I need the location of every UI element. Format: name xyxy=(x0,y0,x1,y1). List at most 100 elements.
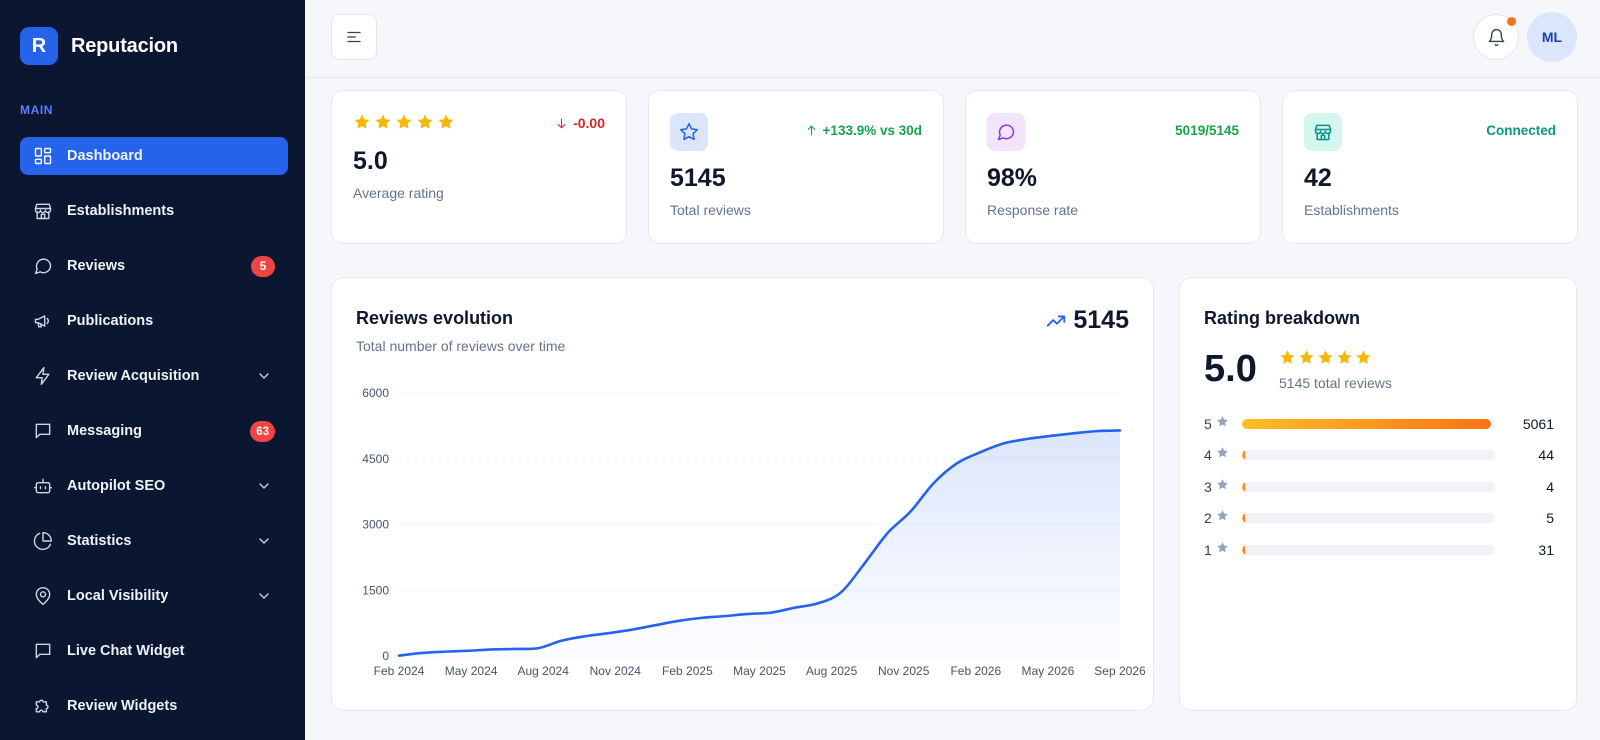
sidebar-item-review-widgets[interactable]: Review Widgets xyxy=(20,687,288,725)
response-rate-card: 5019/5145 98% Response rate xyxy=(965,90,1261,244)
bot-icon xyxy=(33,476,53,496)
sidebar-item-statistics[interactable]: Statistics xyxy=(20,522,288,560)
zap-icon xyxy=(33,366,53,386)
arrow-down-icon xyxy=(557,118,566,128)
reviews-evolution-chart: 0 1500 3000 4500 6000 Feb 2024 May 2024 Aug 202… xyxy=(362,386,1146,678)
brand-logo: R xyxy=(20,27,58,65)
sidebar-item-live-chat-widget[interactable]: Live Chat Widget xyxy=(20,632,288,670)
message-circle-icon xyxy=(987,113,1025,151)
grid-icon xyxy=(33,146,53,166)
star-icon xyxy=(353,113,371,136)
chart-total: 5145 xyxy=(1045,306,1129,335)
store-icon xyxy=(33,201,53,221)
rating-row-bar xyxy=(1242,513,1495,524)
rating-row-count: 5061 xyxy=(1522,415,1554,432)
sidebar-item-label: Dashboard xyxy=(67,148,143,164)
reviews-count-badge: 5 xyxy=(251,256,275,277)
sidebar-item-label: Live Chat Widget xyxy=(67,643,185,659)
rating-row-fill xyxy=(1242,418,1491,429)
total-reviews-value: 5145 xyxy=(670,164,726,192)
sidebar-item-reviews[interactable]: Reviews 5 xyxy=(20,247,288,285)
chevron-down-icon[interactable] xyxy=(256,533,272,549)
sidebar-item-messaging[interactable]: Messaging 63 xyxy=(20,412,288,450)
avatar[interactable]: ML xyxy=(1527,12,1577,62)
sidebar-item-label: Reviews xyxy=(67,258,126,274)
sidebar-item-label: Autopilot SEO xyxy=(67,478,166,494)
x-tick-label: May 2024 xyxy=(445,664,498,678)
rating-delta: -0.00 xyxy=(555,115,605,131)
store-icon xyxy=(1304,113,1342,151)
x-tick-label: May 2026 xyxy=(1022,664,1075,678)
notifications-button[interactable] xyxy=(1473,14,1519,60)
brand-name: Reputacion xyxy=(71,34,178,57)
rating-row-fill xyxy=(1242,450,1245,461)
rating-breakdown-title: Rating breakdown xyxy=(1204,308,1361,328)
brand[interactable]: R Reputacion xyxy=(20,27,178,65)
y-tick-label: 4500 xyxy=(362,452,389,466)
sidebar-item-review-acquisition[interactable]: Review Acquisition xyxy=(20,357,288,395)
star-icon xyxy=(395,113,413,136)
rating-row-stars: 5 xyxy=(1204,415,1212,432)
rating-breakdown-average: 5.0 xyxy=(1204,348,1257,390)
rating-row-bar xyxy=(1242,450,1495,461)
rating-row-count: 44 xyxy=(1538,447,1554,464)
bell-icon xyxy=(1488,28,1504,46)
x-tick-label: Feb 2024 xyxy=(374,664,425,678)
sidebar-item-publications[interactable]: Publications xyxy=(20,302,288,340)
sidebar-item-autopilot-seo[interactable]: Autopilot SEO xyxy=(20,467,288,505)
establishments-label: Establishments xyxy=(1304,202,1399,218)
sidebar-item-label: Publications xyxy=(67,313,154,329)
message-circle-icon xyxy=(33,256,53,276)
rating-row-5: 5 5061 xyxy=(1204,408,1554,440)
y-tick-label: 6000 xyxy=(362,386,389,400)
star-icon xyxy=(1216,509,1230,527)
chevron-down-icon[interactable] xyxy=(256,478,272,494)
sidebar-item-label: Statistics xyxy=(67,533,132,549)
reviews-evolution-card: 0 1500 3000 4500 6000 Feb 2024 May 2024 Aug 202… xyxy=(331,277,1154,711)
sidebar-item-dashboard[interactable]: Dashboard xyxy=(20,137,288,175)
sidebar-item-label: Local Visibility xyxy=(67,588,169,604)
rating-row-1: 1 31 xyxy=(1204,534,1554,566)
x-tick-label: Feb 2026 xyxy=(950,664,1001,678)
star-icon xyxy=(1355,349,1372,371)
message-square-icon xyxy=(33,641,53,661)
trending-up-icon xyxy=(1047,315,1066,326)
establishments-card: Connected 42 Establishments xyxy=(1282,90,1578,244)
chevron-down-icon[interactable] xyxy=(256,368,272,384)
sidebar-item-local-visibility[interactable]: Local Visibility xyxy=(20,577,288,615)
star-icon xyxy=(1216,446,1230,464)
rating-row-count: 4 xyxy=(1546,478,1554,495)
star-icon xyxy=(416,113,434,136)
menu-toggle-button[interactable] xyxy=(331,14,377,60)
reviews-delta-value: +133.9% vs 30d xyxy=(822,123,922,138)
star-outline-icon xyxy=(670,113,708,151)
sidebar-item-label: Review Acquisition xyxy=(67,368,200,384)
pie-chart-icon xyxy=(33,531,53,551)
star-icon xyxy=(1317,349,1334,371)
rating-row-bar xyxy=(1242,418,1495,429)
rating-row-fill xyxy=(1242,481,1245,492)
chevron-down-icon[interactable] xyxy=(256,588,272,604)
rating-row-4: 4 44 xyxy=(1204,440,1554,472)
sidebar-item-label: Establishments xyxy=(67,203,175,219)
series-line xyxy=(397,429,1122,657)
rating-delta-value: -0.00 xyxy=(573,115,605,131)
star-icon xyxy=(1216,478,1230,496)
sidebar-item-label: Review Widgets xyxy=(67,698,178,714)
rating-breakdown-stars xyxy=(1279,349,1372,371)
establishments-value: 42 xyxy=(1304,164,1332,192)
topbar: ML xyxy=(305,0,1600,78)
rating-stars xyxy=(353,113,455,136)
average-rating-card: -0.00 5.0 Average rating xyxy=(331,90,627,244)
sidebar-item-establishments[interactable]: Establishments xyxy=(20,192,288,230)
total-reviews-card: +133.9% vs 30d 5145 Total reviews xyxy=(648,90,944,244)
sidebar-nav: Dashboard Establishments Reviews 5 Publi… xyxy=(20,137,288,740)
messaging-count-badge: 63 xyxy=(250,421,275,442)
x-tick-label: Nov 2024 xyxy=(590,664,642,678)
x-tick-label: Aug 2024 xyxy=(518,664,570,678)
average-rating-label: Average rating xyxy=(353,185,444,201)
y-tick-label: 3000 xyxy=(362,518,389,532)
rating-row-bar xyxy=(1242,544,1495,555)
sidebar-item-label: Messaging xyxy=(67,423,142,439)
rating-row-count: 31 xyxy=(1538,541,1554,558)
